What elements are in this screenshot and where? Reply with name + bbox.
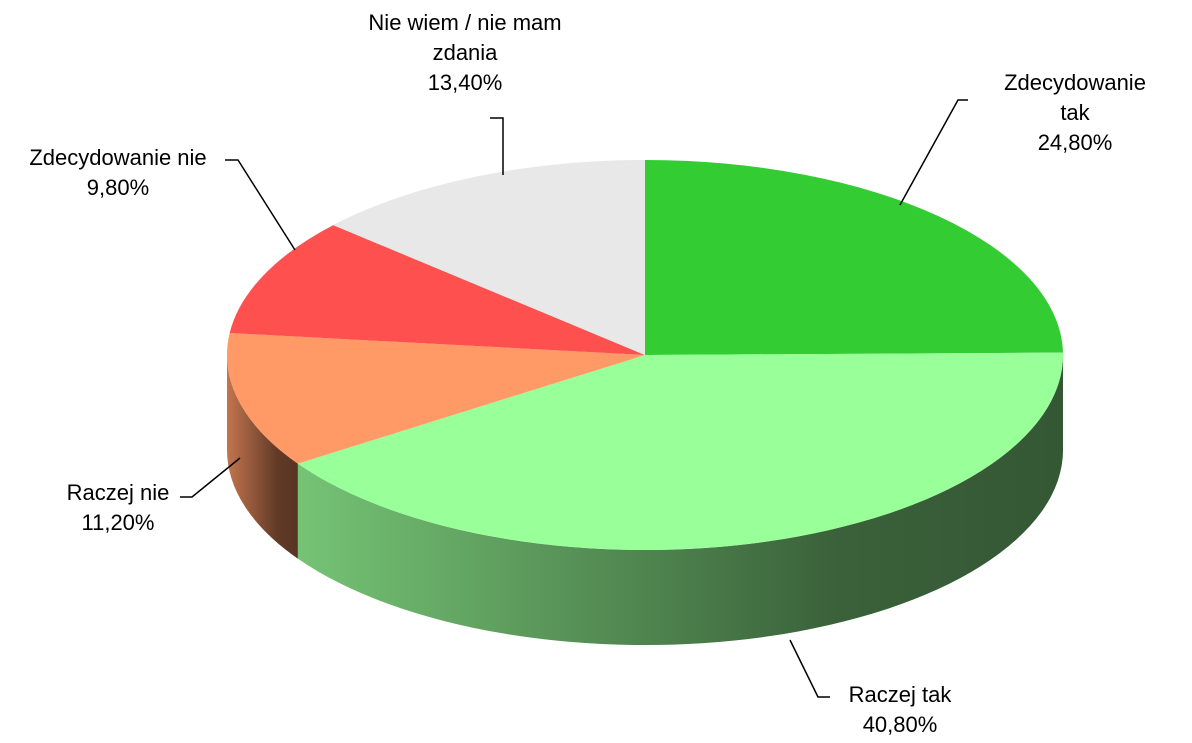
- label-value: 40,80%: [862, 712, 938, 737]
- slice: [297, 352, 1064, 550]
- label-category: Zdecydowanie tak: [1004, 70, 1146, 125]
- leader-line: [180, 457, 241, 498]
- label-category: Raczej tak: [848, 682, 952, 707]
- data-label: Zdecydowanie nie 9,80%: [29, 143, 206, 203]
- label-category: Nie wiem / nie mam zdania: [368, 10, 562, 65]
- slice: [333, 160, 645, 355]
- label-category: Zdecydowanie nie: [29, 145, 207, 170]
- slice: [229, 225, 645, 355]
- leader-line: [225, 159, 296, 251]
- label-value: 11,20%: [81, 510, 155, 535]
- data-label: Raczej nie 11,20%: [67, 478, 170, 538]
- label-category: Raczej nie: [66, 480, 170, 505]
- leader-line: [789, 639, 830, 698]
- data-label: Raczej tak 40,80%: [849, 680, 952, 740]
- data-label: Nie wiem / nie mam zdania 13,40%: [340, 8, 590, 98]
- slice-side-shade: [227, 355, 298, 559]
- leader-lines: [180, 99, 968, 698]
- label-value: 13,40%: [427, 70, 503, 95]
- data-label: Zdecydowanie tak 24,80%: [1004, 68, 1146, 158]
- slice: [227, 332, 645, 464]
- slice: [645, 160, 1063, 355]
- leader-line: [490, 117, 504, 175]
- slice-side-shade: [297, 355, 1063, 646]
- label-value: 9,80%: [86, 175, 150, 200]
- leader-line: [899, 99, 968, 206]
- label-value: 24,80%: [1037, 130, 1113, 155]
